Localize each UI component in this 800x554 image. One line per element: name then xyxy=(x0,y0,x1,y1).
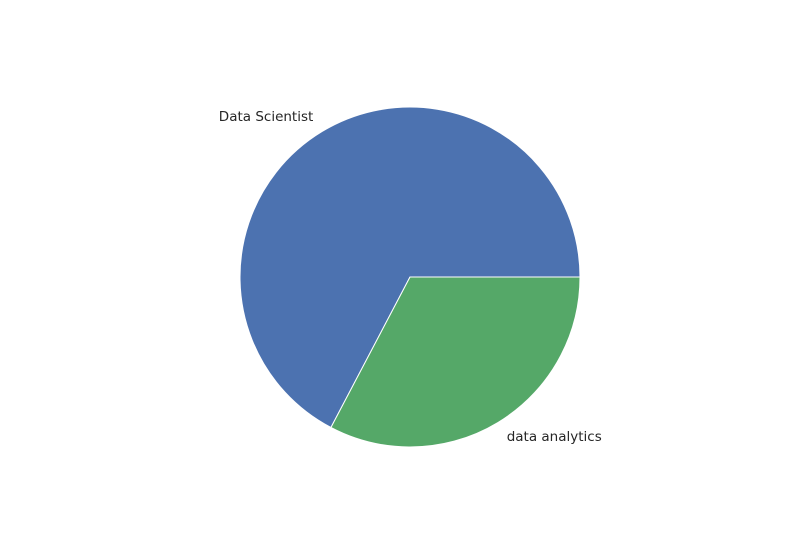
pie-label-data-analytics: data analytics xyxy=(507,429,602,445)
pie-slices xyxy=(239,106,581,448)
pie-slice-data-analytics xyxy=(330,276,581,448)
pie-label-data-scientist: Data Scientist xyxy=(219,109,314,125)
pie-slice-data-scientist xyxy=(239,106,581,428)
pie-labels: Data Scientist data analytics xyxy=(219,109,602,445)
